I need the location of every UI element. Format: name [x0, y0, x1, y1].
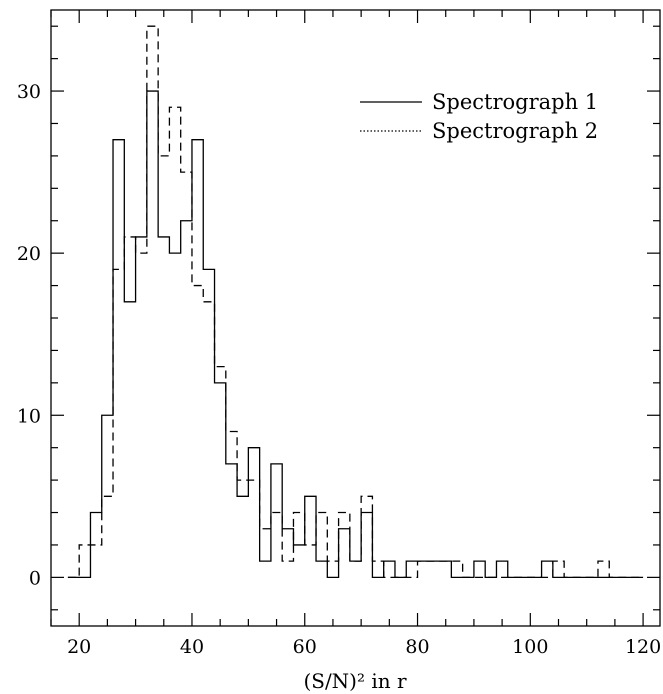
y-tick-label: 0 — [29, 567, 41, 589]
x-tick-label: 60 — [293, 636, 317, 658]
x-tick-label: 120 — [625, 636, 661, 658]
x-tick-label: 100 — [512, 636, 548, 658]
y-tick-label: 10 — [17, 405, 41, 427]
legend-label-spectrograph-1: Spectrograph 1 — [432, 90, 598, 114]
legend-label-spectrograph-2: Spectrograph 2 — [432, 119, 598, 143]
x-tick-label: 40 — [180, 636, 204, 658]
x-tick-label: 80 — [405, 636, 429, 658]
legend: Spectrograph 1 Spectrograph 2 — [360, 90, 598, 143]
histogram-series — [67, 25, 644, 579]
series-1-step-line — [67, 90, 644, 579]
x-tick-label: 20 — [67, 636, 91, 658]
y-tick-label: 20 — [17, 243, 41, 265]
axis-ticks — [50, 10, 660, 626]
axis-tick-labels: 20 40 60 80 100 120 0 10 20 30 — [17, 81, 661, 658]
series-2-step-line — [67, 25, 644, 579]
x-axis-label: (S/N)² in r — [303, 669, 407, 693]
y-tick-label: 30 — [17, 81, 41, 103]
